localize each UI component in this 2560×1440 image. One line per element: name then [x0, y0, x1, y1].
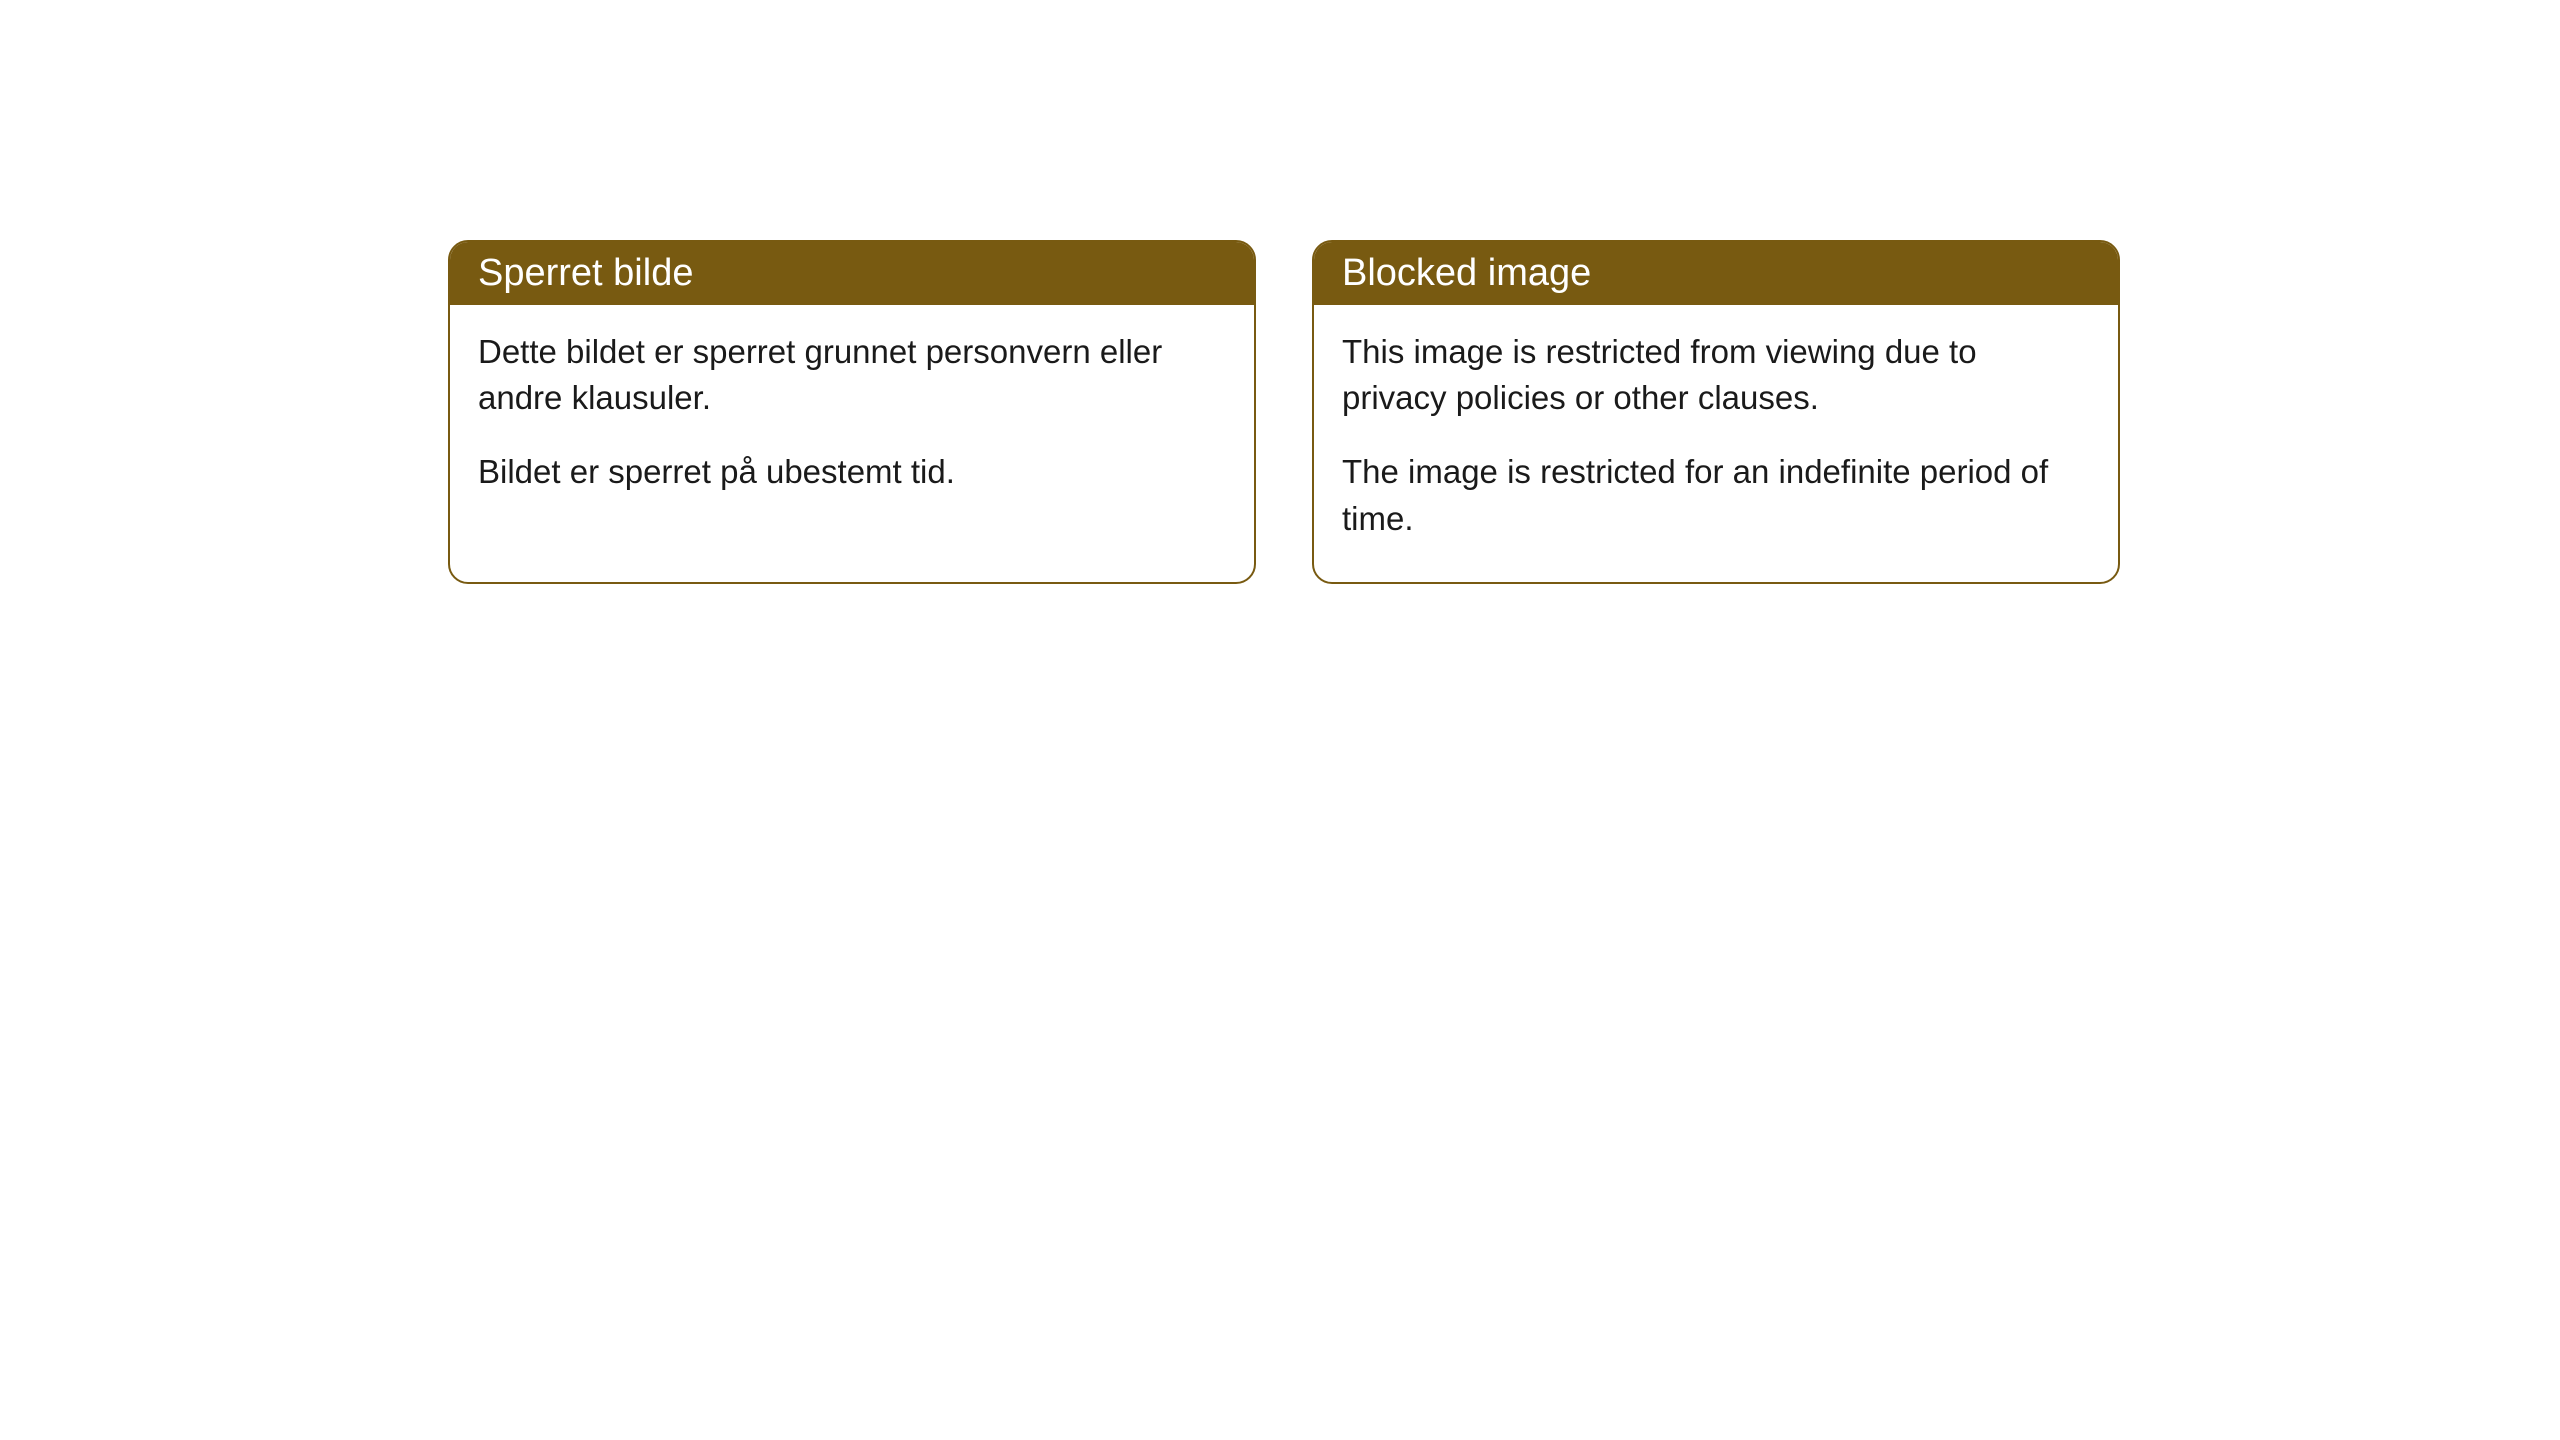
- card-paragraph: This image is restricted from viewing du…: [1342, 329, 2090, 421]
- notice-card-english: Blocked image This image is restricted f…: [1312, 240, 2120, 584]
- notice-cards-container: Sperret bilde Dette bildet er sperret gr…: [448, 240, 2120, 584]
- card-title: Sperret bilde: [478, 252, 693, 294]
- card-header-norwegian: Sperret bilde: [450, 242, 1254, 305]
- card-paragraph: Bildet er sperret på ubestemt tid.: [478, 449, 1226, 495]
- notice-card-norwegian: Sperret bilde Dette bildet er sperret gr…: [448, 240, 1256, 584]
- card-paragraph: Dette bildet er sperret grunnet personve…: [478, 329, 1226, 421]
- card-paragraph: The image is restricted for an indefinit…: [1342, 449, 2090, 541]
- card-body-english: This image is restricted from viewing du…: [1314, 305, 2118, 582]
- card-header-english: Blocked image: [1314, 242, 2118, 305]
- card-title: Blocked image: [1342, 252, 1591, 294]
- card-body-norwegian: Dette bildet er sperret grunnet personve…: [450, 305, 1254, 536]
